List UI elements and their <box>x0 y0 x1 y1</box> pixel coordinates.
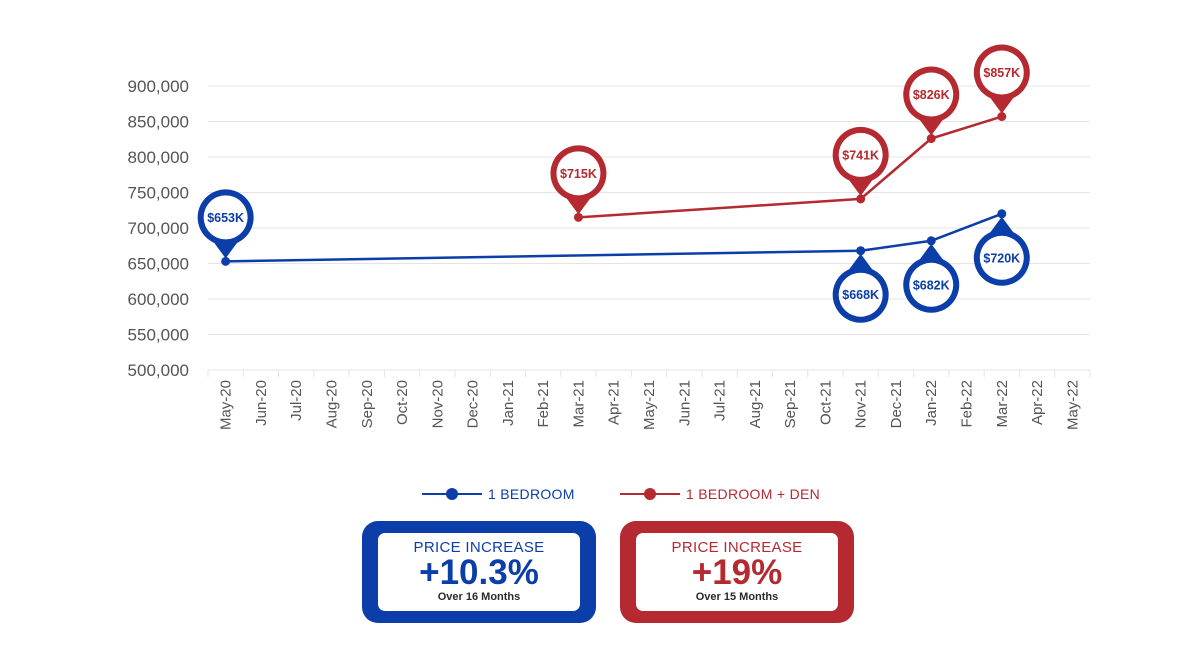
x-tick-label: May-22 <box>1064 380 1081 430</box>
x-tick-label: Apr-21 <box>606 380 623 425</box>
x-tick-label: Jul-21 <box>712 380 729 421</box>
summary-heading: PRICE INCREASE <box>413 539 545 556</box>
data-label-pin: $715K <box>550 145 607 215</box>
x-tick-label: Jul-20 <box>288 380 305 421</box>
legend-item-1-bedroom-den: 1 BEDROOM + DEN <box>620 482 820 506</box>
data-label-text: $653K <box>207 211 244 225</box>
data-label-text: $826K <box>913 88 950 102</box>
data-point <box>926 236 936 246</box>
x-tick-label: Oct-20 <box>394 380 411 425</box>
x-tick-label: Aug-21 <box>747 380 764 428</box>
x-tick-label: Jun-20 <box>253 380 270 426</box>
summary-subtext: Over 15 Months <box>695 591 779 603</box>
data-point <box>573 212 583 222</box>
data-label-text: $682K <box>913 278 950 292</box>
data-label-pin: $857K <box>973 44 1030 114</box>
series-line-1 <box>578 115 1003 219</box>
x-tick-label: Dec-21 <box>888 380 905 428</box>
data-label-text: $720K <box>983 251 1020 265</box>
x-tick-label: Feb-22 <box>959 380 976 428</box>
data-label-pin: $682K <box>903 243 960 313</box>
summary-value: +10.3% <box>419 553 539 592</box>
y-tick-label: 600,000 <box>128 290 189 309</box>
data-label-text: $668K <box>842 288 879 302</box>
data-point <box>926 134 936 144</box>
y-tick-label: 700,000 <box>128 219 189 238</box>
x-tick-label: Aug-20 <box>323 380 340 428</box>
data-point <box>997 209 1007 219</box>
y-tick-label: 550,000 <box>128 326 189 345</box>
data-label-pin: $741K <box>832 126 889 196</box>
x-tick-label: Mar-22 <box>994 380 1011 428</box>
data-label-text: $715K <box>560 167 597 181</box>
x-tick-label: Nov-21 <box>853 380 870 428</box>
pin-face <box>979 50 1024 95</box>
x-tick-label: Jun-21 <box>676 380 693 426</box>
legend-swatch-1-bedroom <box>422 482 482 506</box>
x-tick-label: Sep-21 <box>782 380 799 428</box>
x-tick-label: Apr-22 <box>1029 380 1046 425</box>
pin-face <box>909 72 954 117</box>
data-point <box>997 112 1007 122</box>
summary-box-inner: PRICE INCREASE +19% Over 15 Months <box>636 533 838 611</box>
data-point <box>856 246 866 256</box>
pin-face <box>203 195 248 240</box>
summary-box-inner: PRICE INCREASE +10.3% Over 16 Months <box>378 533 580 611</box>
y-tick-label: 900,000 <box>128 77 189 96</box>
x-tick-label: Dec-20 <box>465 380 482 428</box>
data-label-pin: $668K <box>832 253 889 323</box>
legend-swatch-1-bedroom-den <box>620 482 680 506</box>
summary-box-1-bedroom-den: PRICE INCREASE +19% Over 15 Months <box>620 521 854 623</box>
legend-label-1-bedroom: 1 BEDROOM <box>488 486 575 502</box>
data-point <box>221 256 231 266</box>
chart-legend: 1 BEDROOM 1 BEDROOM + DEN <box>0 482 1200 506</box>
series-line-0 <box>225 212 1003 263</box>
x-tick-label: Feb-21 <box>535 380 552 428</box>
pin-face <box>556 151 601 196</box>
x-tick-label: Sep-20 <box>359 380 376 428</box>
data-label-pin: $720K <box>973 216 1030 286</box>
data-label-text: $741K <box>842 148 879 162</box>
y-tick-label: 850,000 <box>128 113 189 132</box>
summary-value: +19% <box>691 553 783 592</box>
chart-canvas: 500,000 550,000 600,000 650,000 700,000 750,0… <box>128 44 1091 430</box>
x-tick-label: May-21 <box>641 380 658 430</box>
x-tick-label: Nov-20 <box>429 380 446 428</box>
summary-box-1-bedroom: PRICE INCREASE +10.3% Over 16 Months <box>362 521 596 623</box>
data-label-text: $857K <box>983 66 1020 80</box>
price-line-chart: 500,000 550,000 600,000 650,000 700,000 750,0… <box>128 44 1091 430</box>
pin-face <box>838 272 883 317</box>
data-label-pin: $826K <box>903 66 960 136</box>
x-tick-label: Oct-21 <box>817 380 834 425</box>
pin-face <box>909 262 954 307</box>
data-label-pin: $653K <box>197 189 254 259</box>
x-tick-label: Jan-21 <box>500 380 517 426</box>
pin-face <box>838 132 883 177</box>
y-tick-label: 650,000 <box>128 255 189 274</box>
x-tick-label: Jan-22 <box>923 380 940 426</box>
y-tick-label: 500,000 <box>128 361 189 380</box>
x-tick-label: May-20 <box>218 380 235 430</box>
summary-subtext: Over 16 Months <box>437 591 521 603</box>
y-tick-label: 800,000 <box>128 148 189 167</box>
x-tick-label: Mar-21 <box>570 380 587 428</box>
y-tick-label: 750,000 <box>128 184 189 203</box>
legend-item-1-bedroom: 1 BEDROOM <box>422 482 575 506</box>
summary-heading: PRICE INCREASE <box>671 539 803 556</box>
data-point <box>856 194 866 204</box>
legend-label-1-bedroom-den: 1 BEDROOM + DEN <box>686 486 821 502</box>
pin-face <box>979 235 1024 280</box>
